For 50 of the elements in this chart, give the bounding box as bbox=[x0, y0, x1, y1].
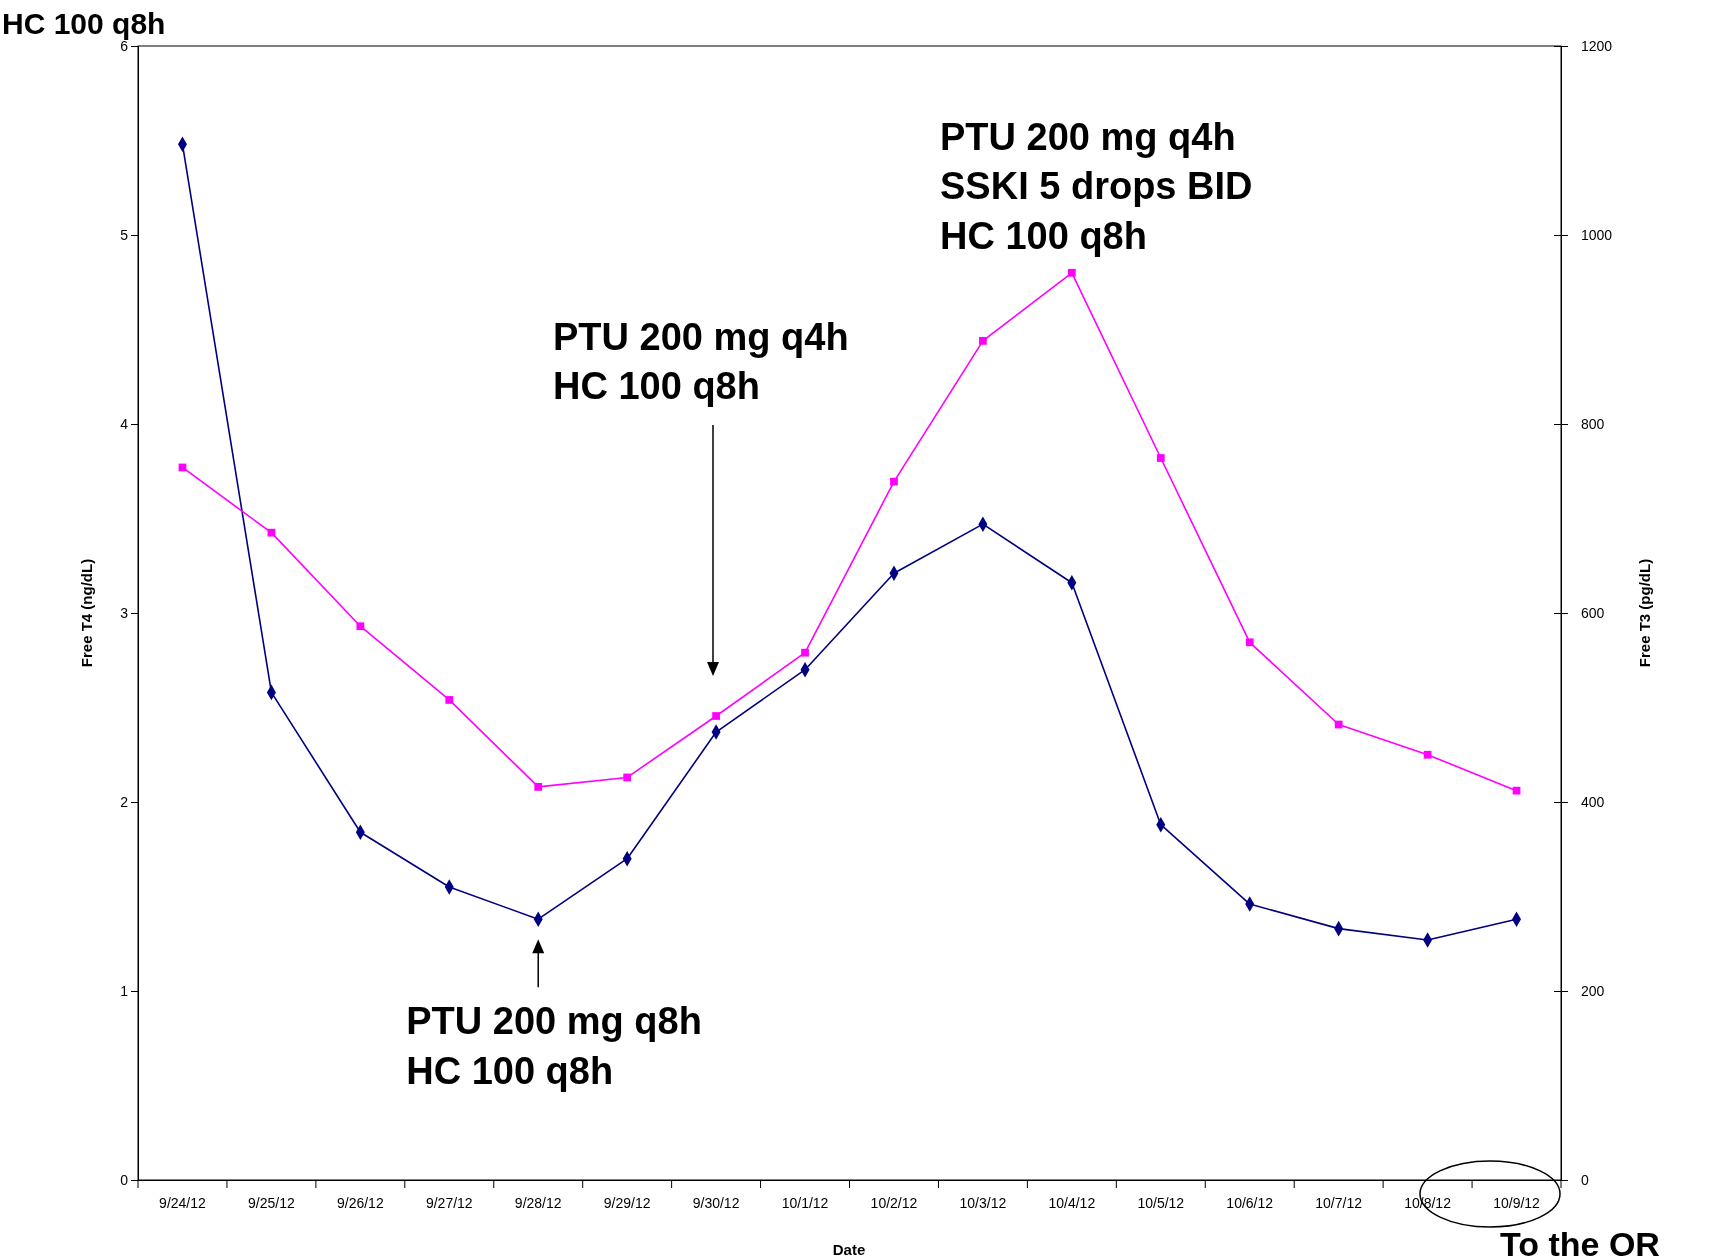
x-tick-label: 10/5/12 bbox=[1137, 1194, 1185, 1211]
y2-axis-title: Free T3 (pg/dL) bbox=[1636, 558, 1653, 668]
point bbox=[1423, 750, 1432, 759]
x-tick-label: 10/7/12 bbox=[1315, 1194, 1363, 1211]
y-tick-label: 0 bbox=[120, 1171, 129, 1188]
y-tick-label: 1 bbox=[120, 982, 129, 999]
annotation: PTU 200 mg q8h HC 100 q8h bbox=[406, 1000, 702, 1092]
point bbox=[445, 696, 454, 704]
point bbox=[623, 773, 632, 782]
x-axis-title: Date bbox=[832, 1241, 866, 1258]
y2-tick-label: 800 bbox=[1581, 415, 1605, 432]
x-tick-label: 9/24/12 bbox=[159, 1194, 207, 1211]
point bbox=[356, 622, 365, 631]
x-tick-label: 9/25/12 bbox=[248, 1194, 295, 1211]
y2-tick-label: 0 bbox=[1581, 1171, 1589, 1188]
y2-tick-label: 1200 bbox=[1581, 37, 1613, 54]
point bbox=[1334, 720, 1343, 729]
point bbox=[1156, 454, 1165, 462]
x-tick-label: 9/29/12 bbox=[603, 1194, 651, 1211]
x-tick-label: 10/4/12 bbox=[1048, 1194, 1096, 1211]
x-tick-label: 9/27/12 bbox=[425, 1194, 473, 1211]
point bbox=[534, 783, 543, 791]
y-tick-label: 3 bbox=[120, 604, 129, 621]
x-tick-label: 10/9/12 bbox=[1493, 1194, 1541, 1211]
point bbox=[1067, 268, 1076, 277]
point bbox=[267, 528, 276, 537]
annotation: PTU 200 mg q4h HC 100 q8h bbox=[553, 316, 849, 408]
annotation: PTU 200 mg q4h SSKI 5 drops BID HC 100 q8h bbox=[940, 116, 1253, 257]
text: To the OR bbox=[1500, 1225, 1660, 1260]
y-axis-title: Free T4 (ng/dL) bbox=[78, 558, 95, 668]
point bbox=[979, 336, 987, 345]
point bbox=[890, 477, 898, 486]
x-tick-label: 10/1/12 bbox=[781, 1194, 829, 1211]
y2-tick-label: 600 bbox=[1581, 604, 1605, 621]
point bbox=[712, 712, 720, 720]
point bbox=[1245, 638, 1254, 647]
x-tick-label: 10/6/12 bbox=[1226, 1194, 1274, 1211]
x-tick-label: 9/28/12 bbox=[514, 1194, 562, 1211]
x-tick-label: 10/3/12 bbox=[959, 1194, 1007, 1211]
y-tick-label: 4 bbox=[120, 415, 129, 432]
x-tick-label: 9/26/12 bbox=[336, 1194, 384, 1211]
y-tick-label: 2 bbox=[120, 793, 129, 810]
x-tick-label: 10/2/12 bbox=[870, 1194, 918, 1211]
x-tick-label: 9/30/12 bbox=[692, 1194, 740, 1211]
y2-tick-label: 200 bbox=[1581, 982, 1605, 999]
point bbox=[1512, 786, 1521, 795]
y2-tick-label: 400 bbox=[1581, 793, 1605, 810]
y2-tick-label: 1000 bbox=[1581, 226, 1613, 243]
y-tick-label: 5 bbox=[120, 226, 129, 243]
point bbox=[801, 648, 809, 657]
